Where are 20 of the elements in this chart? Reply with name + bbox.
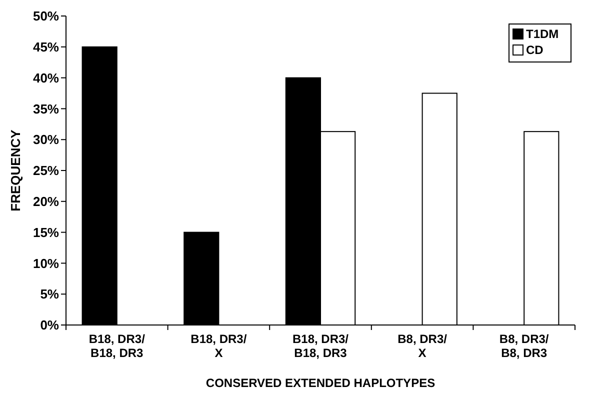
x-tick-label: B8, DR3/ B8, DR3 bbox=[499, 332, 550, 360]
y-tick-label: 5% bbox=[40, 286, 60, 302]
x-tick-label: B8, DR3/ X bbox=[398, 332, 448, 360]
x-tick-label: B18, DR3/ B18, DR3 bbox=[88, 332, 146, 360]
y-tick-label: 20% bbox=[32, 194, 60, 209]
y-tick-label: 0% bbox=[40, 318, 60, 333]
x-axis-title: CONSERVED EXTENDED HAPLOTYPES bbox=[206, 376, 436, 390]
y-tick-label: 35% bbox=[32, 101, 60, 116]
y-tick-label: 15% bbox=[32, 224, 60, 240]
x-tick-label: B18, DR3/ X bbox=[190, 332, 248, 360]
y-axis-title: FREQUENCY bbox=[8, 129, 23, 212]
y-tick-label: 10% bbox=[32, 256, 60, 271]
y-tick-label: 40% bbox=[32, 70, 60, 86]
legend-label: T1DM bbox=[526, 27, 559, 41]
x-tick-label: B18, DR3/ B18, DR3 bbox=[292, 332, 350, 360]
y-tick-label: 25% bbox=[32, 163, 60, 178]
legend-label: CD bbox=[526, 43, 544, 57]
y-tick-label: 45% bbox=[32, 39, 60, 54]
y-tick-label: 30% bbox=[32, 132, 60, 148]
y-tick-label: 50% bbox=[32, 8, 60, 24]
